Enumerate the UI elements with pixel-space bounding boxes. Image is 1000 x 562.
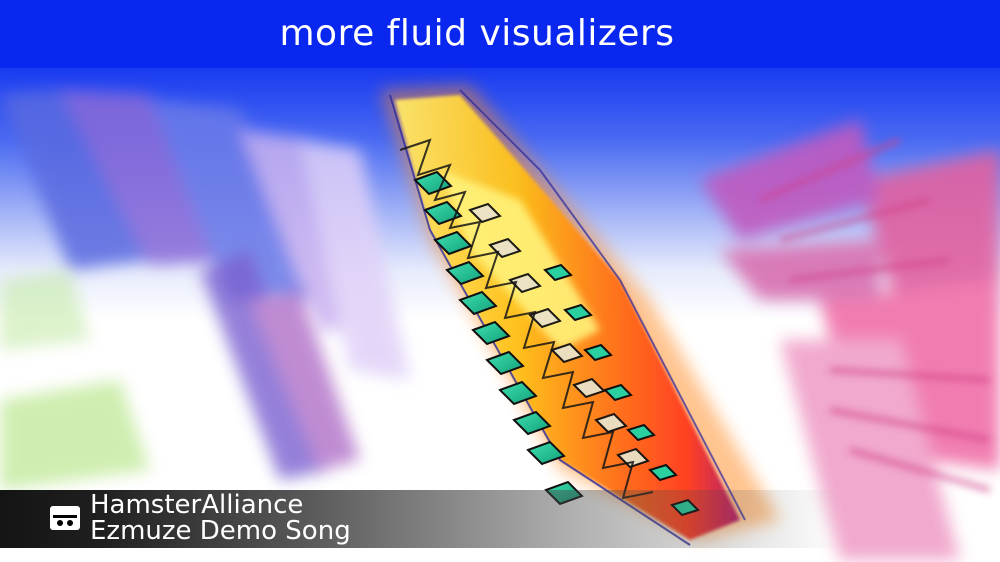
hamster-logo-icon <box>50 506 80 530</box>
title-banner: more fluid visualizers <box>0 0 1000 68</box>
banner-title: more fluid visualizers <box>279 13 675 54</box>
track-title: Ezmuze Demo Song <box>90 516 351 546</box>
now-playing-bar: HamsterAlliance Ezmuze Demo Song <box>0 490 840 548</box>
track-artist: HamsterAlliance <box>90 490 304 520</box>
